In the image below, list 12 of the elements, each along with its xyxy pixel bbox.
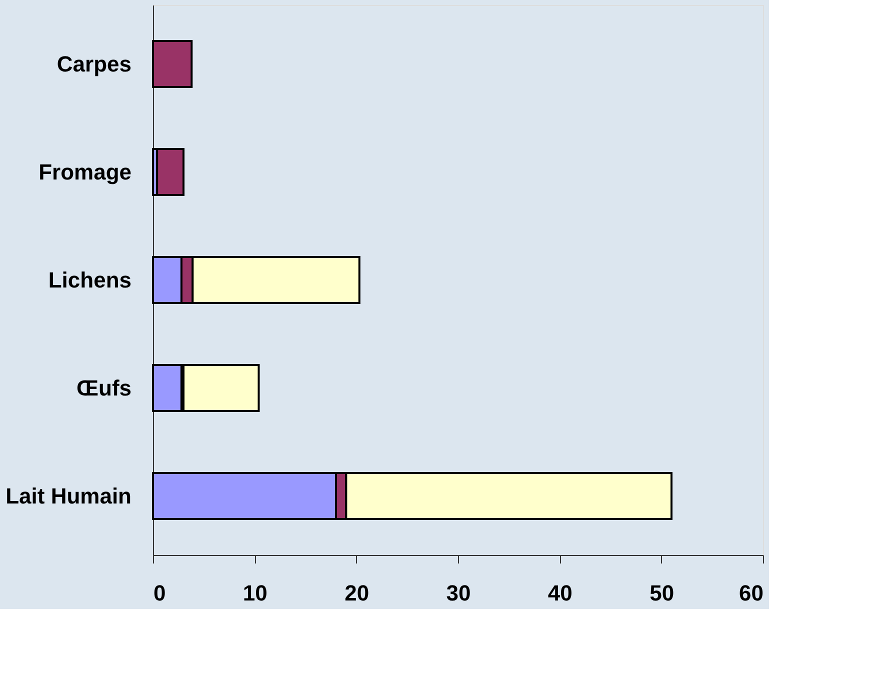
y-tick-label: Fromage xyxy=(38,160,132,184)
x-tick-label: 50 xyxy=(650,580,674,606)
y-tick-label: Œufs xyxy=(76,376,132,400)
x-tick-label: 20 xyxy=(344,580,370,606)
x-tick-label: 40 xyxy=(548,580,572,606)
y-tick-label: Carpes xyxy=(56,52,132,76)
y-tick-label: Lichens xyxy=(48,268,132,292)
x-tick-label: 10 xyxy=(242,580,268,606)
x-tick-label: 60 xyxy=(739,580,764,606)
x-tick-label: 0 xyxy=(154,580,166,606)
x-tick-label: 30 xyxy=(446,580,471,606)
y-tick-label: Lait Humain xyxy=(6,484,132,508)
